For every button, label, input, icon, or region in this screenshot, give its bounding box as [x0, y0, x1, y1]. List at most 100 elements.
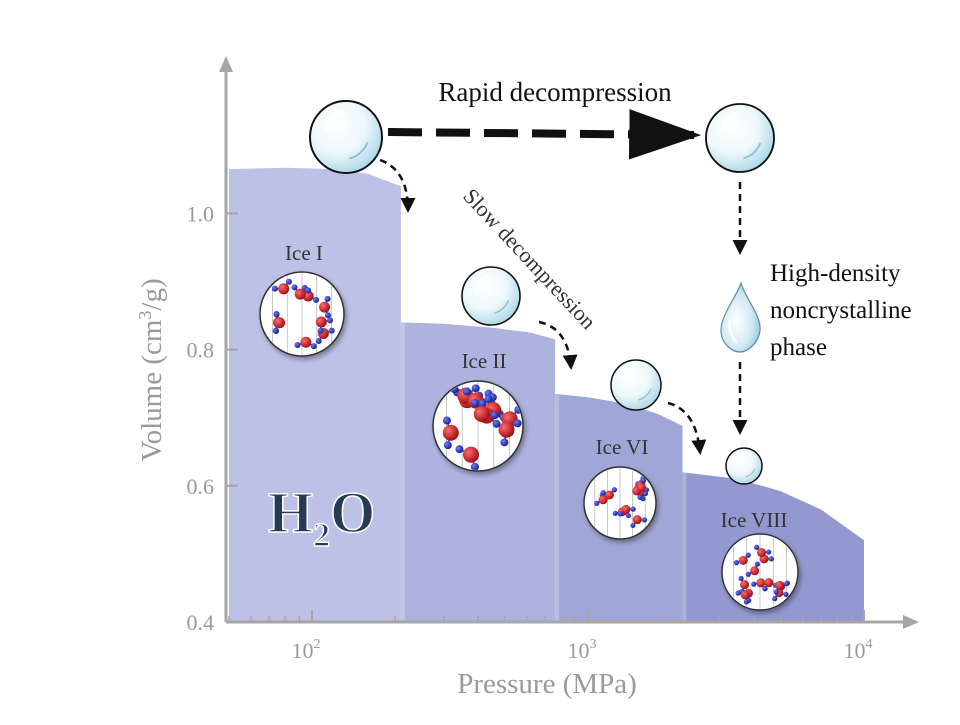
hydrogen-atom: [762, 586, 767, 591]
oxygen-atom: [443, 425, 459, 441]
hydrogen-atom: [325, 312, 331, 318]
oxygen-atom: [474, 406, 490, 422]
molecular-structure-icon: [584, 467, 656, 539]
hydrogen-atom: [492, 420, 500, 428]
hydrogen-atom: [463, 387, 471, 395]
ice-ball-icon: [462, 267, 520, 325]
hydrogen-atom: [612, 487, 617, 492]
high-density-label-line2: noncrystalline: [770, 297, 912, 324]
hydrogen-atom: [774, 589, 779, 594]
hydrogen-atom: [631, 507, 636, 512]
hydrogen-atom: [329, 328, 335, 334]
y-axis-arrow: [219, 56, 233, 72]
hydrogen-atom: [455, 445, 463, 453]
hydrogen-atom: [472, 384, 480, 392]
hydrogen-atom: [273, 328, 279, 334]
hydrogen-atom: [491, 411, 499, 419]
molecular-structure-icon: [260, 272, 344, 356]
hydrogen-atom: [311, 343, 317, 349]
x-axis-arrow: [903, 615, 919, 629]
hydrogen-atom: [630, 523, 635, 528]
hydrogen-atom: [746, 553, 751, 558]
hydrogen-atom: [642, 517, 647, 522]
hydrogen-atom: [500, 438, 508, 446]
h2o-subscript: 2: [313, 517, 330, 554]
ice-ball-icon: [706, 104, 774, 172]
high-density-label-line3: phase: [770, 334, 827, 361]
ice-ball-body: [310, 101, 382, 173]
region-boundary: [683, 472, 687, 622]
y-axis-label: Volume (cm3/g): [135, 278, 168, 461]
oxygen-atom: [621, 505, 630, 514]
high-density-label-line1: High-density: [770, 260, 901, 287]
y-axis-label-main: Volume (cm: [136, 319, 168, 461]
oxygen-atom: [295, 289, 306, 300]
y-axis-label-sup: 3: [135, 311, 155, 320]
ice-ball-icon: [726, 448, 762, 484]
x-tick-label: 104: [844, 637, 873, 663]
region-label: Ice VIII: [721, 508, 788, 532]
hydrogen-atom: [738, 576, 743, 581]
hydrogen-atom: [613, 511, 618, 516]
hydrogen-atom: [755, 561, 760, 566]
hydrogen-atom: [618, 511, 623, 516]
hydrogen-atom: [286, 279, 292, 285]
hydrogen-atom: [766, 549, 771, 554]
oxygen-atom: [739, 556, 748, 565]
hydrogen-atom: [772, 596, 777, 601]
hydrogen-atom: [601, 490, 606, 495]
hydrogen-atom: [744, 599, 749, 604]
hydrogen-atom: [444, 441, 452, 449]
oxygen-atom: [319, 302, 330, 313]
oxygen-atom: [498, 422, 514, 438]
oxygen-atom: [756, 578, 765, 587]
hydrogen-atom: [318, 328, 324, 334]
h2o-o: O: [330, 480, 375, 545]
oxygen-atom: [775, 581, 784, 590]
hydrogen-atom: [325, 296, 331, 302]
hydrogen-atom: [327, 317, 333, 323]
x-tick-label: 102: [292, 637, 321, 663]
oxygen-atom: [741, 590, 750, 599]
oxygen-atom: [274, 317, 285, 328]
y-tick-label: 0.6: [187, 474, 215, 499]
rapid-decompression-arrow: [388, 132, 694, 135]
hydrogen-atom: [643, 491, 648, 496]
hydrogen-atom: [769, 556, 774, 561]
molecular-structure-icon: [433, 381, 523, 471]
hydrogen-atom: [443, 417, 451, 425]
hydrogen-atom: [754, 545, 759, 550]
hydrogen-atom: [272, 286, 278, 292]
hydrogen-atom: [746, 572, 751, 577]
h2o-h: H: [268, 480, 313, 545]
x-tick-label: 103: [568, 637, 597, 663]
oxygen-atom: [740, 580, 749, 589]
oxygen-atom: [764, 578, 773, 587]
hydrogen-atom: [274, 312, 280, 318]
ice-ball-body: [611, 360, 661, 410]
hydrogen-atom: [751, 582, 756, 587]
hydrogen-atom: [784, 581, 789, 586]
oxygen-atom: [316, 316, 327, 327]
hydrogen-atom: [313, 297, 319, 303]
ice-ball-body: [462, 267, 520, 325]
hydrogen-atom: [305, 287, 311, 293]
hydrogen-atom: [316, 338, 322, 344]
region-boundary: [401, 322, 405, 622]
hydrogen-atom: [471, 399, 479, 407]
region-label: Ice II: [462, 349, 507, 373]
hydrogen-atom: [594, 501, 599, 506]
oxygen-atom: [300, 337, 311, 348]
oxygen-atom: [633, 515, 642, 524]
rapid-decompression-label: Rapid decompression: [438, 77, 672, 107]
hydrogen-atom: [292, 284, 298, 290]
y-axis-label-tail: /g): [136, 278, 168, 310]
molecular-structure-icon: [722, 534, 798, 610]
y-tick-label: 0.8: [187, 338, 215, 363]
hydrogen-atom: [736, 590, 741, 595]
ice-ball-body: [726, 448, 762, 484]
region-label: Ice VI: [596, 435, 649, 459]
oxygen-atom: [637, 483, 646, 492]
oxygen-atom: [750, 566, 759, 575]
